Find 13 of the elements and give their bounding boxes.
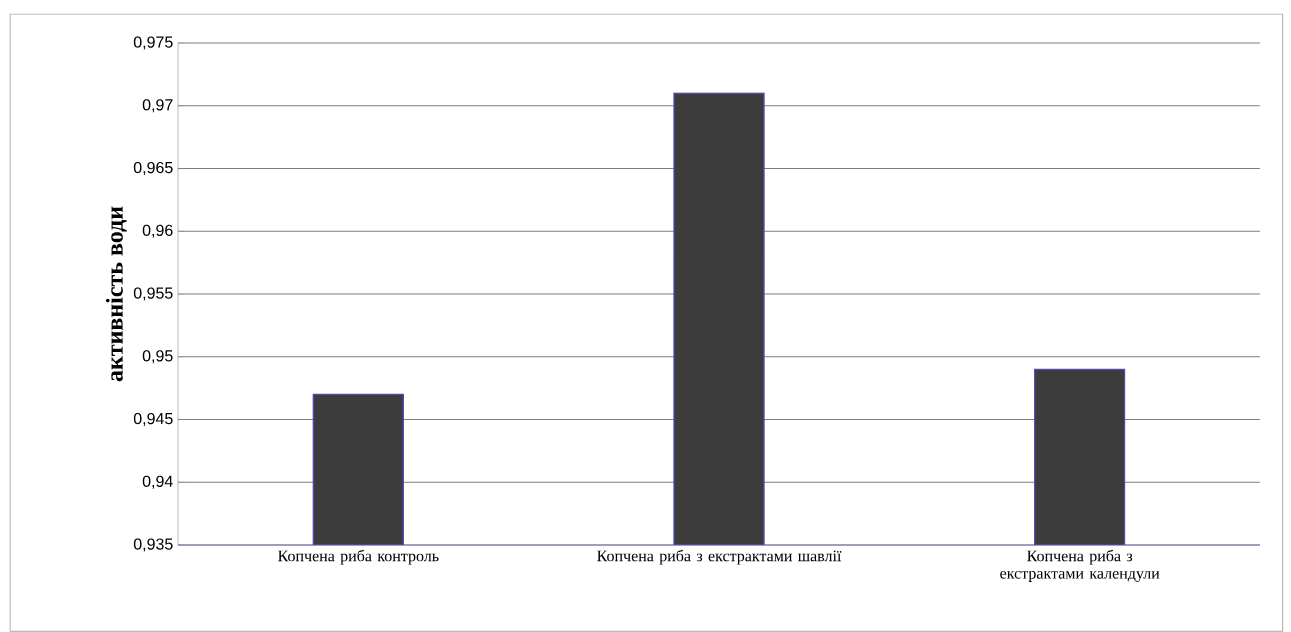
y-tick-label: 0,97 — [142, 99, 173, 113]
x-tick-label: Копчена риба з екстрактами календули — [1000, 549, 1160, 582]
y-tick-label: 0,95 — [142, 350, 173, 364]
y-tick-label: 0,955 — [133, 287, 173, 301]
y-tick-label: 0,975 — [133, 36, 173, 50]
y-tick-label: 0,935 — [133, 538, 173, 552]
y-axis-title: активність води — [105, 206, 127, 382]
y-tick-label: 0,96 — [142, 224, 173, 238]
x-tick-label: Копчена риба з екстрактами шавлії — [597, 549, 842, 565]
y-tick-label: 0,965 — [133, 161, 173, 176]
x-tick-label: Копчена риба контроль — [278, 549, 439, 565]
y-tick-label: 0,94 — [142, 475, 173, 489]
y-tick-label: 0,945 — [133, 412, 173, 427]
